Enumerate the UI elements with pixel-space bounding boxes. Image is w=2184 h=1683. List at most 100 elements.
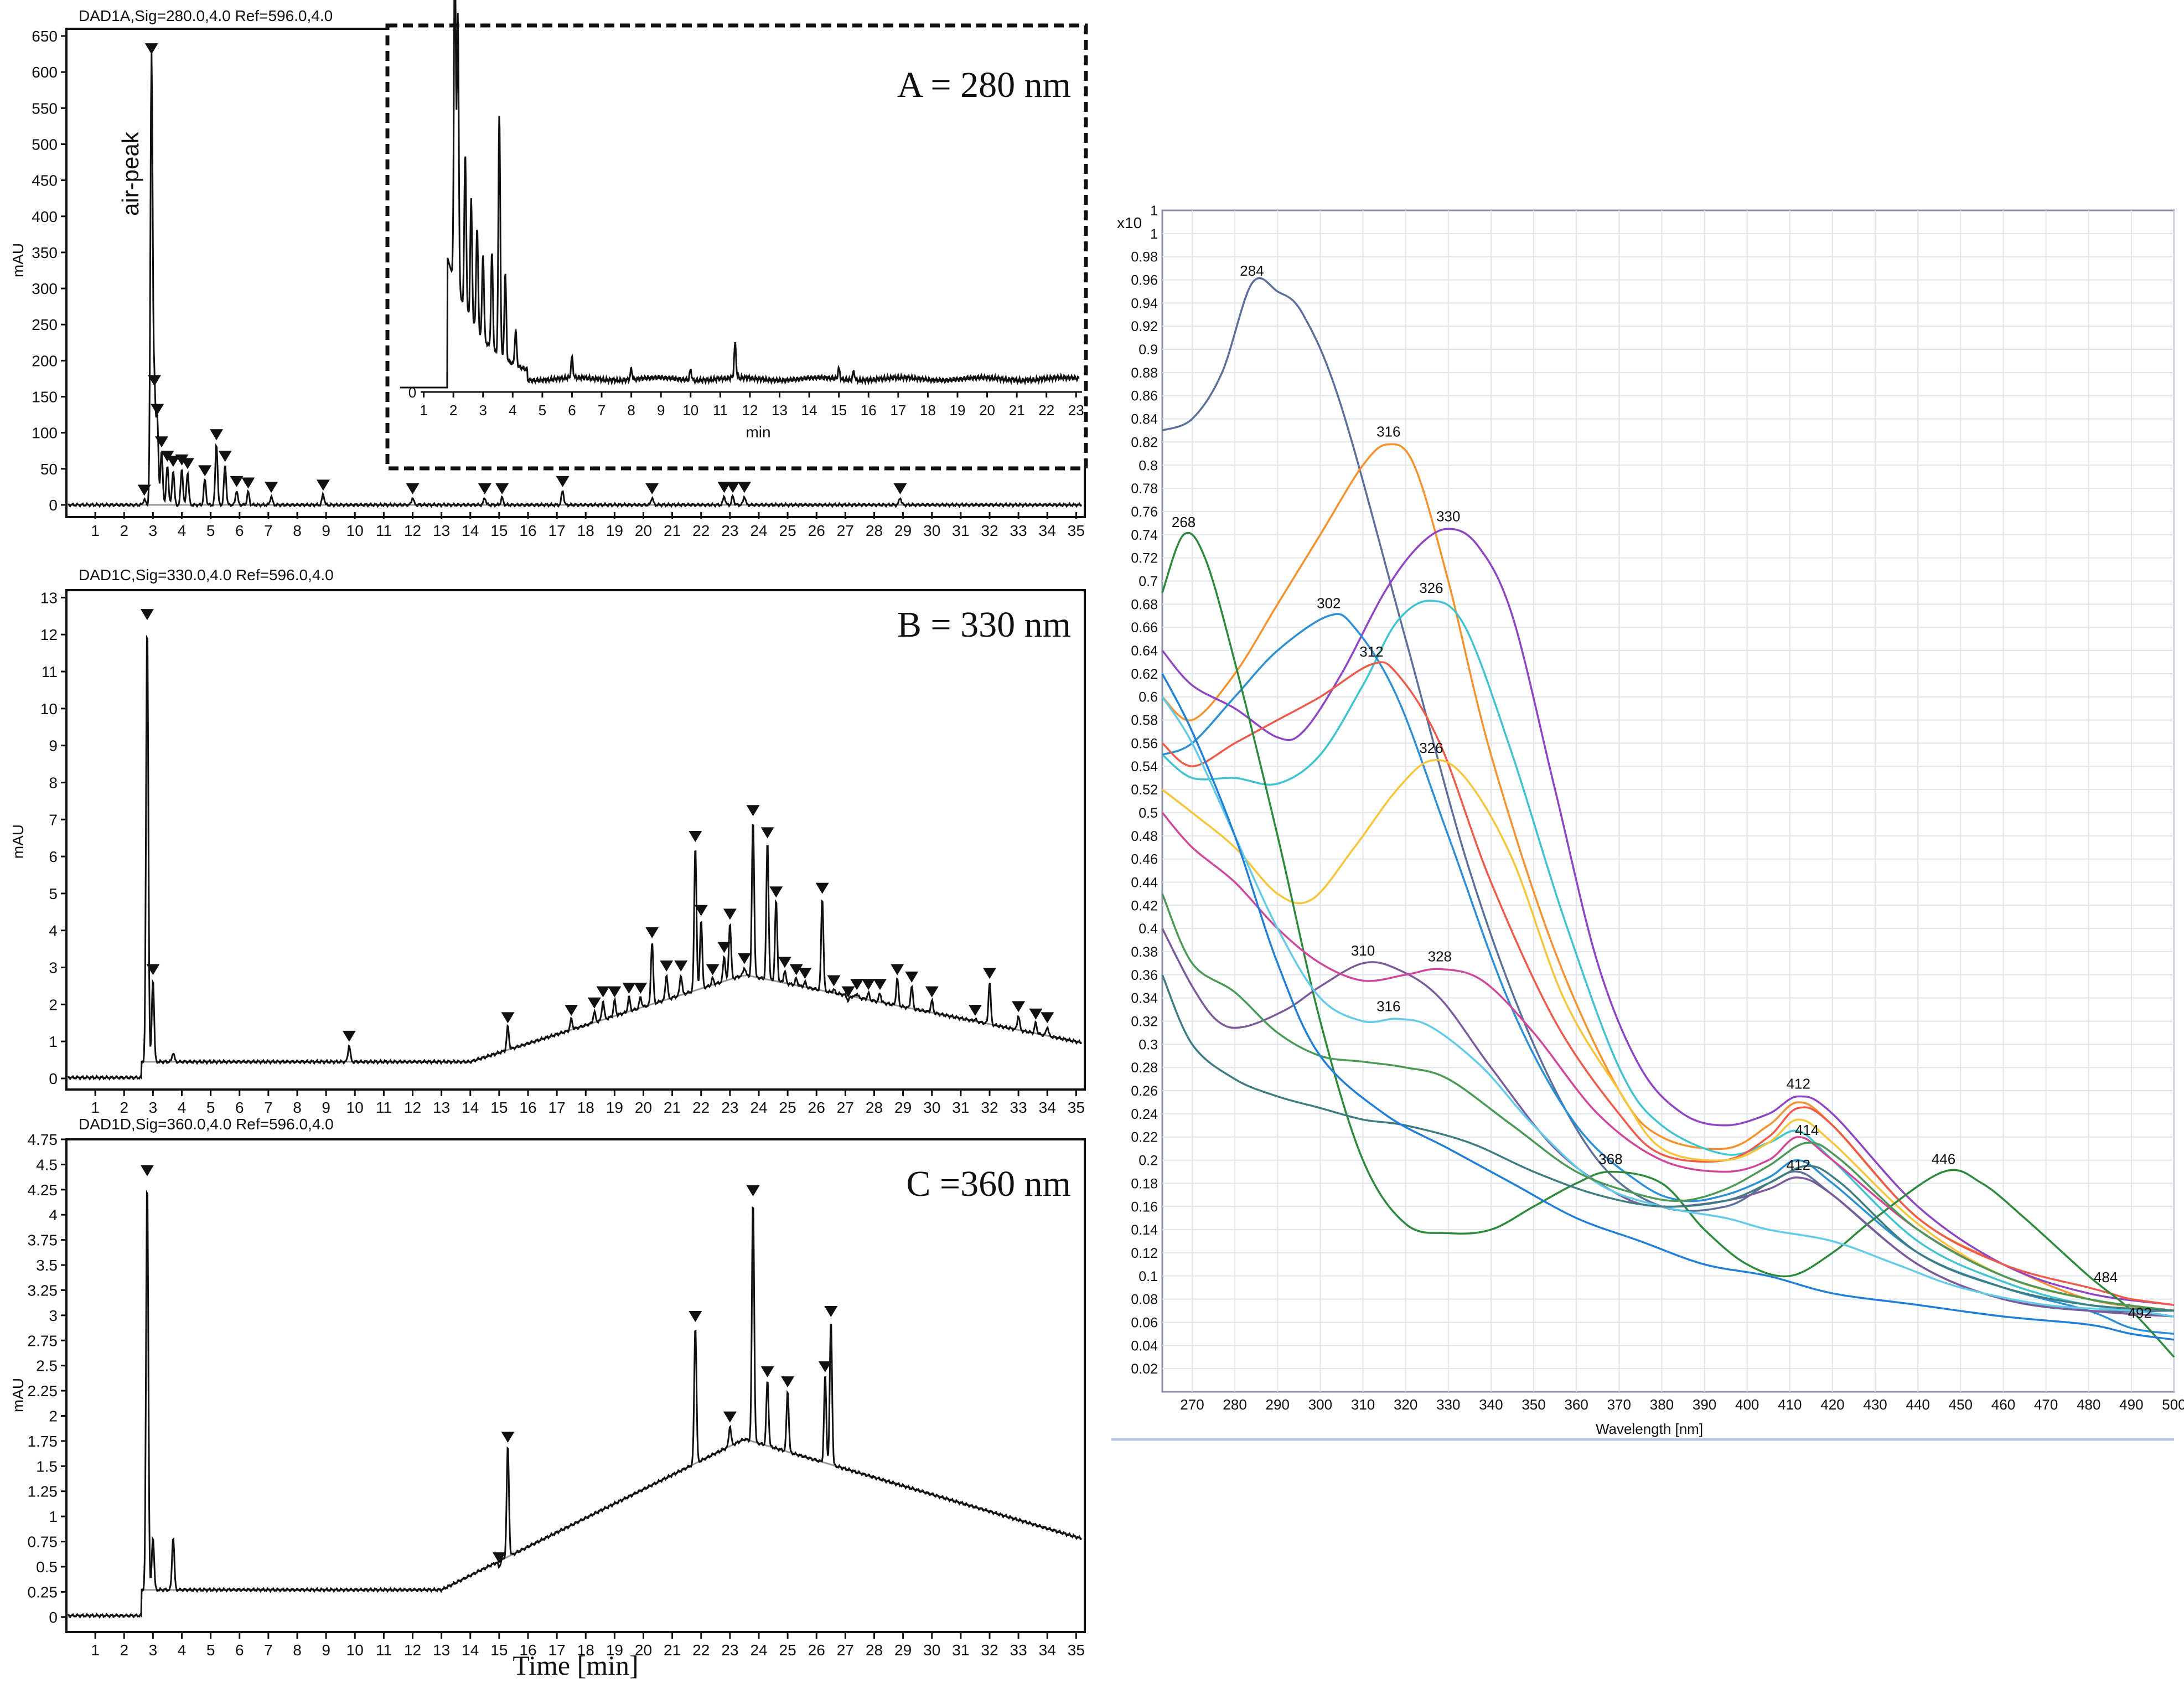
x-tick-label: 14: [462, 1099, 479, 1116]
peak-marker: [905, 971, 919, 983]
spectrum-series-268: [1161, 531, 2175, 1358]
spectra-y-tick-label: 0.54: [1131, 759, 1158, 775]
panel-b-ylabel: mAU: [9, 824, 27, 859]
x-tick-label: 22: [692, 522, 710, 539]
x-tick-label: 30: [923, 522, 940, 539]
spectra-x-tick-label: 270: [1180, 1396, 1204, 1413]
x-tick-label: 34: [1039, 522, 1056, 539]
x-tick-label: 33: [1010, 1099, 1027, 1116]
y-tick-label: 600: [32, 64, 58, 81]
x-tick-label: 14: [462, 522, 479, 539]
spectra-plot-frame: [1161, 209, 2175, 1393]
y-tick-label: 2.75: [28, 1332, 58, 1349]
x-tick-label: 32: [981, 522, 998, 539]
peak-marker: [694, 905, 708, 916]
x-tick-label: 4: [178, 522, 187, 539]
spectra-x-tick-label: 310: [1351, 1396, 1375, 1413]
spectra-y-tick-label: 0.44: [1131, 875, 1158, 890]
y-tick-label: 200: [32, 352, 58, 369]
peak-marker: [689, 1311, 702, 1323]
spectra-y-tick-label: 0.28: [1131, 1060, 1158, 1076]
inset-x-tick-label: 14: [801, 402, 817, 419]
spectra-x-tick-label: 290: [1266, 1396, 1290, 1413]
x-tick-label: 4: [178, 1099, 187, 1116]
inset-x-tick-label: 16: [861, 402, 877, 419]
x-tick-label: 3: [149, 1641, 158, 1659]
spectra-y-tick-label: 0.3: [1138, 1037, 1158, 1052]
spectrum-series-blue: [1161, 673, 2175, 1341]
x-tick-label: 26: [808, 522, 825, 539]
spectra-y-tick-label: 0.4: [1138, 921, 1158, 937]
spectra-x-tick-label: 320: [1394, 1396, 1417, 1413]
peak-marker: [841, 986, 855, 998]
y-tick-label: 0.5: [36, 1558, 58, 1576]
x-tick-label: 20: [635, 1641, 652, 1659]
spectra-x-tick-label: 340: [1479, 1396, 1503, 1413]
time-axis-label: Time [min]: [513, 1650, 638, 1681]
peak-marker: [827, 975, 841, 987]
spectra-x-tick-label: 300: [1308, 1396, 1332, 1413]
spectra-y-tick-label: 0.32: [1131, 1014, 1158, 1030]
x-tick-label: 15: [490, 1099, 508, 1116]
peak-marker: [760, 827, 774, 839]
peak-marker: [778, 957, 791, 968]
peak-marker: [689, 831, 702, 843]
x-tick-label: 18: [577, 522, 594, 539]
x-tick-label: 34: [1039, 1641, 1056, 1659]
peak-marker: [556, 476, 570, 487]
y-tick-label: 4.75: [28, 1131, 58, 1148]
peak-marker: [622, 982, 636, 994]
y-tick-label: 3.75: [28, 1232, 58, 1249]
x-tick-label: 7: [264, 1641, 273, 1659]
y-tick-label: 3: [49, 1307, 58, 1324]
peak-marker: [140, 1165, 154, 1176]
peak-marker: [891, 964, 904, 975]
spectra-y-tick-label: 0.64: [1131, 643, 1158, 659]
panel-c-header: DAD1D,Sig=360.0,4.0 Ref=596.0,4.0: [79, 1116, 334, 1133]
spectra-x-tick-label: 370: [1607, 1396, 1631, 1413]
x-tick-label: 32: [981, 1641, 998, 1659]
y-tick-label: 12: [40, 626, 58, 643]
x-tick-label: 12: [404, 1099, 421, 1116]
panel-b-frame: [65, 589, 1086, 1091]
peak-marker: [175, 454, 189, 466]
x-tick-label: 11: [376, 1099, 392, 1116]
spectrum-peak-label: 312: [1359, 643, 1383, 660]
peak-marker: [982, 968, 996, 979]
chromatogram-330nm-panel: DAD1C,Sig=330.0,4.0 Ref=596.0,4.0 mAU 0 1…: [9, 566, 1086, 1116]
y-tick-label: 250: [32, 316, 58, 333]
x-tick-label: 21: [664, 1099, 681, 1116]
x-tick-label: 3: [149, 1099, 158, 1116]
panel-a-inset: 1 2 3 4 5 6 7 8 9 10 11 12 13 14 15 16 17 18 19 20 21 22 230 m…: [385, 0, 1088, 471]
x-tick-label: 27: [837, 1641, 854, 1659]
peak-marker: [760, 1366, 774, 1377]
y-tick-label: 0: [49, 497, 58, 514]
inset-x-tick-label: 18: [920, 402, 936, 419]
peak-marker: [146, 964, 160, 975]
spectra-x-tick-label: 400: [1735, 1396, 1759, 1413]
x-tick-label: 2: [120, 1641, 128, 1659]
panel-a-header: DAD1A,Sig=280.0,4.0 Ref=596.0,4.0: [79, 7, 333, 24]
spectra-x-tick-label: 500: [2162, 1396, 2184, 1413]
y-tick-label: 500: [32, 136, 58, 153]
spectra-x-tick-label: 430: [1863, 1396, 1887, 1413]
spectra-y-tick-label: 0.26: [1131, 1083, 1158, 1099]
x-tick-label: 35: [1068, 1641, 1085, 1659]
x-tick-label: 15: [490, 1641, 508, 1659]
panel-c-frame: [65, 1138, 1086, 1633]
x-tick-label: 2: [120, 1099, 128, 1116]
panel-b-trace: [68, 634, 1082, 1081]
x-tick-label: 34: [1039, 1099, 1056, 1116]
peak-marker: [717, 482, 731, 493]
x-tick-label: 13: [433, 522, 450, 539]
x-tick-label: 6: [235, 522, 244, 539]
spectra-x-tick-label: 490: [2119, 1396, 2143, 1413]
y-tick-label: 6: [49, 848, 58, 865]
x-tick-label: 27: [837, 522, 854, 539]
peak-marker: [674, 960, 688, 972]
x-tick-label: 16: [519, 1099, 536, 1116]
spectrum-peak-label: 446: [1932, 1150, 1955, 1167]
peak-marker: [746, 805, 760, 817]
spectra-y-tick-label: 0.98: [1131, 250, 1158, 265]
